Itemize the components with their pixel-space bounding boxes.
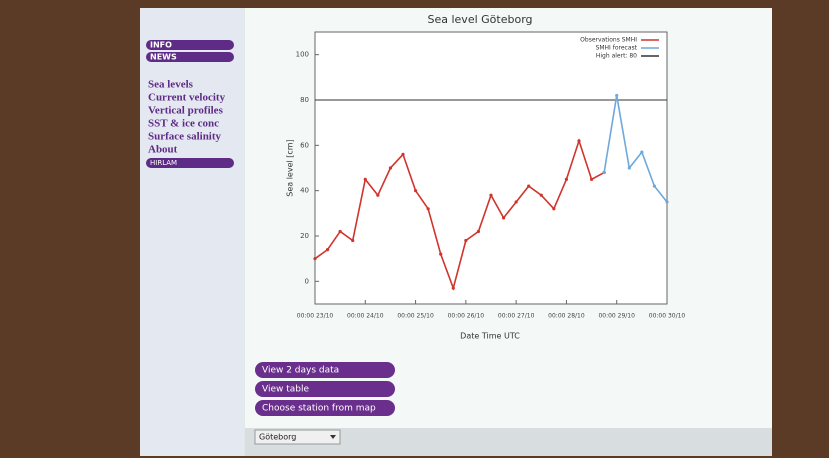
data-point	[502, 216, 505, 219]
x-tick-label: 00:00 23/10	[297, 313, 334, 320]
data-point	[339, 230, 342, 233]
menu-item[interactable]: Vertical profiles	[148, 105, 224, 117]
action-button-label[interactable]: View 2 days data	[262, 366, 339, 376]
menu-label[interactable]: NEWS	[150, 53, 177, 62]
data-point	[527, 185, 530, 188]
menu-label[interactable]: HIRLAM	[150, 159, 177, 167]
y-tick-label: 20	[300, 232, 309, 240]
data-point	[326, 248, 329, 251]
data-point	[401, 153, 404, 156]
data-point	[389, 166, 392, 169]
menu-label[interactable]: INFO	[150, 41, 172, 50]
sidebar	[140, 8, 244, 456]
data-point	[313, 257, 316, 260]
plot-area	[315, 32, 667, 304]
data-point	[540, 194, 543, 197]
chart-title: Sea level Göteborg	[428, 13, 533, 26]
menu-item[interactable]: About	[148, 144, 178, 156]
data-point	[376, 194, 379, 197]
data-point	[628, 166, 631, 169]
data-point	[489, 194, 492, 197]
y-axis-label: Sea level [cm]	[286, 139, 295, 196]
x-tick-label: 00:00 30/10	[649, 313, 686, 320]
data-point	[565, 178, 568, 181]
data-point	[603, 171, 606, 174]
data-point	[590, 178, 593, 181]
action-button-label[interactable]: View table	[262, 385, 309, 395]
data-point	[351, 239, 354, 242]
data-point	[615, 94, 618, 97]
data-point	[577, 139, 580, 142]
x-axis-label: Date Time UTC	[460, 332, 520, 341]
data-point	[452, 287, 455, 290]
data-point	[653, 185, 656, 188]
y-tick-label: 0	[305, 277, 309, 285]
data-point	[364, 178, 367, 181]
x-tick-label: 00:00 29/10	[598, 313, 635, 320]
data-point	[515, 200, 518, 203]
data-point	[464, 239, 467, 242]
data-point	[414, 189, 417, 192]
y-tick-label: 40	[300, 187, 309, 195]
legend-label: Observations SMHI	[580, 37, 637, 44]
menu-item[interactable]: Surface salinity	[148, 131, 222, 143]
menu-item[interactable]: Current velocity	[148, 92, 226, 104]
data-point	[477, 230, 480, 233]
screen-photo: Sea level Göteborg Date Time UTC Sea lev…	[0, 0, 829, 458]
data-point	[665, 200, 668, 203]
x-tick-label: 00:00 27/10	[498, 313, 535, 320]
y-tick-label: 60	[300, 141, 309, 149]
x-tick-label: 00:00 25/10	[397, 313, 434, 320]
action-button-label[interactable]: Choose station from map	[262, 404, 376, 414]
data-point	[552, 207, 555, 210]
legend-label: High alert: 80	[596, 53, 637, 60]
y-tick-label: 100	[296, 51, 309, 59]
menu-item[interactable]: Sea levels	[148, 79, 194, 91]
y-tick-label: 80	[300, 96, 309, 104]
data-point	[427, 207, 430, 210]
data-point	[439, 253, 442, 256]
legend-label: SMHI forecast	[596, 45, 638, 52]
x-tick-label: 00:00 24/10	[347, 313, 384, 320]
data-point	[640, 151, 643, 154]
station-select-label[interactable]: Göteborg	[259, 433, 296, 442]
x-tick-label: 00:00 26/10	[448, 313, 485, 320]
x-tick-label: 00:00 28/10	[548, 313, 585, 320]
menu-item[interactable]: SST & ice conc	[148, 118, 219, 130]
